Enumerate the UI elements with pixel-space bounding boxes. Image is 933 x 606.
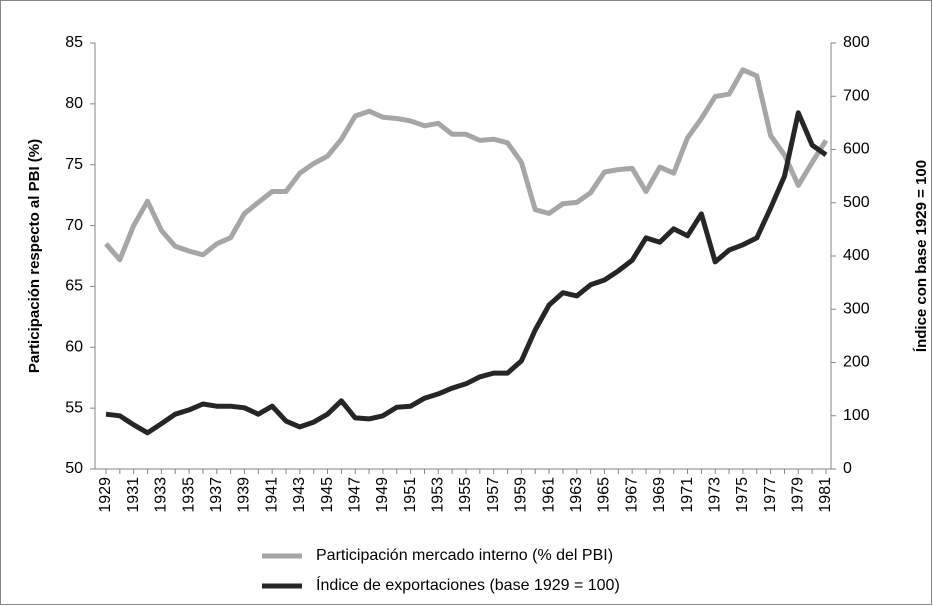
y2-axis-title: Índice con base 1929 = 100 [913,160,930,352]
y-tick-label: 85 [65,34,83,51]
x-tick-label: 1979 [790,477,807,513]
x-tick-label: 1929 [97,477,114,513]
y-tick-label: 65 [65,278,83,295]
x-tick-label: 1959 [513,477,530,513]
y-tick-label: 70 [65,217,83,234]
x-tick-label: 1965 [596,477,613,513]
x-tick-label: 1955 [457,477,474,513]
y2-tick-label: 600 [843,141,870,158]
y2-tick-label: 700 [843,87,870,104]
x-tick-label: 1953 [430,477,447,513]
x-tick-label: 1973 [706,477,723,513]
x-tick-label: 1971 [679,477,696,513]
x-tick-label: 1943 [291,477,308,513]
y-tick-label: 55 [65,399,83,416]
x-tick-label: 1933 [153,477,170,513]
x-tick-label: 1977 [762,477,779,513]
y2-tick-label: 800 [843,34,870,51]
y-tick-label: 80 [65,95,83,112]
x-tick-label: 1951 [402,477,419,513]
x-tick-label: 1957 [485,477,502,513]
x-tick-label: 1969 [651,477,668,513]
y-tick-label: 60 [65,339,83,356]
y2-tick-label: 200 [843,354,870,371]
x-tick-label: 1945 [319,477,336,513]
y-tick-label: 50 [65,460,83,477]
y2-tick-label: 100 [843,407,870,424]
y-tick-label: 75 [65,156,83,173]
x-tick-label: 1975 [734,477,751,513]
x-tick-label: 1967 [623,477,640,513]
x-tick-label: 1947 [346,477,363,513]
y-axis-title: Participación respecto al PBI (%) [26,139,43,373]
x-tick-label: 1935 [180,477,197,513]
y2-tick-label: 500 [843,194,870,211]
legend-label: Participación mercado interno (% del PBI… [316,547,613,564]
x-tick-label: 1937 [208,477,225,513]
series-line [104,67,829,263]
x-tick-label: 1981 [817,477,834,513]
x-tick-label: 1941 [263,477,280,513]
x-tick-label: 1949 [374,477,391,513]
x-tick-label: 1961 [540,477,557,513]
series-line [105,110,828,436]
y2-tick-label: 0 [843,460,852,477]
x-tick-label: 1939 [236,477,253,513]
legend-label: Índice de exportaciones (base 1929 = 100… [316,575,620,594]
y2-tick-label: 300 [843,300,870,317]
x-tick-label: 1931 [125,477,142,513]
y2-tick-label: 400 [843,247,870,264]
x-tick-label: 1963 [568,477,585,513]
